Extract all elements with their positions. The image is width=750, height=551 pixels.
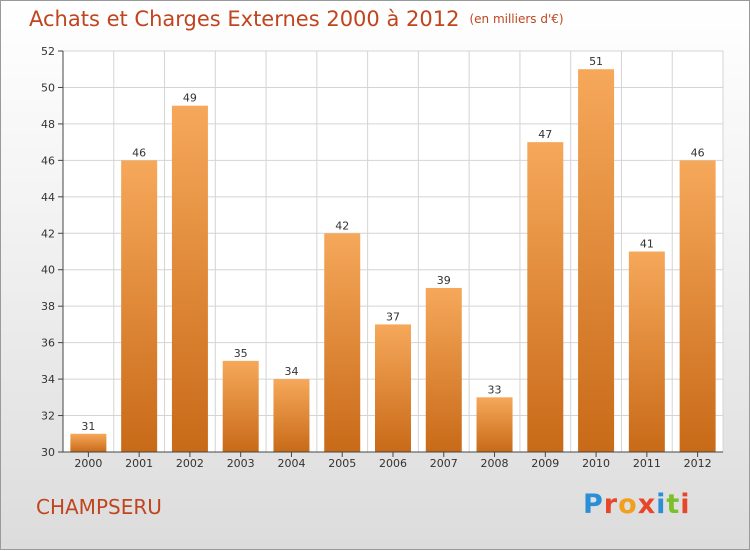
bar-2005	[324, 233, 361, 452]
bar-2011	[628, 251, 665, 452]
logo-letter: o	[618, 489, 638, 520]
y-tick-label: 34	[41, 373, 55, 386]
chart-title: Achats et Charges Externes 2000 à 2012 (e…	[29, 7, 564, 31]
data-label-2007: 39	[437, 274, 451, 287]
bar-2009	[527, 142, 564, 453]
logo-letter: i	[656, 489, 667, 520]
commune-name: CHAMPSERU	[36, 495, 162, 519]
y-tick-label: 44	[41, 191, 55, 204]
x-tick-label-2010: 2010	[582, 457, 610, 470]
y-tick-label: 42	[41, 227, 55, 240]
chart-title-text: Achats et Charges Externes 2000 à 2012	[29, 7, 460, 31]
data-label-2008: 33	[488, 383, 502, 396]
data-label-2011: 41	[640, 238, 654, 251]
x-tick-label-2003: 2003	[227, 457, 255, 470]
data-label-2000: 31	[81, 420, 95, 433]
data-label-2004: 34	[284, 365, 298, 378]
bar-2012	[679, 160, 716, 452]
y-tick-label: 32	[41, 410, 55, 423]
x-tick-label-2011: 2011	[633, 457, 661, 470]
x-tick-label-2004: 2004	[277, 457, 305, 470]
y-tick-label: 36	[41, 337, 55, 350]
logo-letter: x	[637, 489, 657, 520]
data-label-2001: 46	[132, 146, 146, 159]
x-tick-label-2005: 2005	[328, 457, 356, 470]
bar-2004	[273, 379, 310, 452]
y-tick-label: 50	[41, 81, 55, 94]
x-tick-label-2001: 2001	[125, 457, 153, 470]
data-label-2006: 37	[386, 310, 400, 323]
data-label-2002: 49	[183, 92, 197, 105]
logo-letter: t	[666, 489, 681, 520]
y-tick-label: 46	[41, 154, 55, 167]
data-label-2012: 46	[691, 146, 705, 159]
y-tick-label: 38	[41, 300, 55, 313]
data-label-2009: 47	[538, 128, 552, 141]
bar-2010	[578, 69, 615, 453]
x-tick-label-2007: 2007	[430, 457, 458, 470]
y-tick-label: 40	[41, 264, 55, 277]
data-label-2005: 42	[335, 219, 349, 232]
x-tick-label-2008: 2008	[481, 457, 509, 470]
y-tick-label: 30	[41, 446, 55, 459]
proxiti-logo: Proxiti	[583, 489, 691, 520]
x-tick-label-2012: 2012	[684, 457, 712, 470]
logo-letter: r	[603, 489, 619, 520]
bar-2000	[70, 433, 107, 452]
bar-2002	[171, 105, 208, 452]
data-label-2003: 35	[234, 347, 248, 360]
bar-2008	[476, 397, 513, 452]
x-tick-label-2002: 2002	[176, 457, 204, 470]
y-tick-label: 52	[41, 45, 55, 58]
logo-letter: i	[680, 489, 691, 520]
bar-2003	[222, 360, 259, 452]
x-tick-label-2000: 2000	[74, 457, 102, 470]
data-label-2010: 51	[589, 55, 603, 68]
logo-letter: P	[583, 489, 604, 520]
x-tick-label-2006: 2006	[379, 457, 407, 470]
bar-2006	[375, 324, 411, 452]
bar-2001	[121, 160, 158, 452]
chart-unit: (en milliers d'€)	[469, 12, 564, 26]
x-tick-label-2009: 2009	[531, 457, 559, 470]
y-tick-label: 48	[41, 118, 55, 131]
bar-2007	[425, 287, 462, 452]
